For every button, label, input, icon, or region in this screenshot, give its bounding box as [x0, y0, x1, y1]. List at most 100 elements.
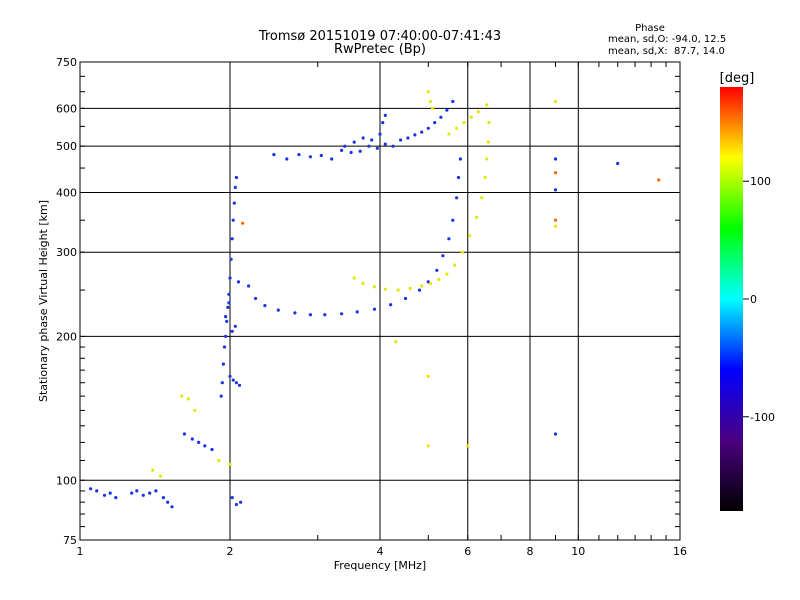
- data-point-O: [234, 381, 238, 385]
- data-point-O: [210, 447, 214, 452]
- data-point-X: [420, 284, 424, 288]
- data-point-X: [485, 103, 489, 107]
- y-tick-label: 75: [63, 534, 77, 547]
- data-point-O: [323, 313, 327, 317]
- data-point-X: [455, 126, 459, 130]
- data-point-O: [230, 329, 234, 333]
- data-point-O: [455, 196, 459, 200]
- data-point-O: [553, 188, 558, 192]
- data-point-O: [227, 301, 231, 305]
- data-point-X: [466, 444, 470, 448]
- data-point-O: [406, 136, 410, 140]
- data-point-O: [370, 138, 374, 142]
- data-point-X: [151, 468, 155, 472]
- data-point-O: [378, 132, 382, 136]
- data-point-other: [241, 221, 245, 225]
- data-point-X: [485, 157, 489, 161]
- data-point-X: [361, 281, 365, 286]
- data-point-X: [352, 276, 356, 280]
- data-point-O: [553, 432, 558, 436]
- data-point-O: [361, 136, 365, 140]
- data-point-O: [226, 305, 230, 309]
- data-point-X: [394, 340, 398, 344]
- data-point-X: [228, 462, 232, 466]
- data-point-O: [253, 296, 258, 301]
- data-point-X: [158, 474, 162, 478]
- data-point-O: [227, 292, 231, 296]
- data-point-O: [343, 144, 347, 148]
- data-point-O: [233, 185, 237, 189]
- data-point-O: [447, 237, 451, 241]
- data-point-O: [383, 142, 387, 146]
- data-point-O: [224, 334, 228, 338]
- data-point-X: [475, 215, 479, 219]
- data-point-O: [234, 502, 238, 507]
- x-tick-label: 4: [377, 545, 384, 558]
- data-point-O: [413, 133, 417, 137]
- data-point-O: [456, 175, 461, 180]
- y-axis-label: Stationary phase Virtual Height [km]: [37, 200, 50, 402]
- data-point-O: [308, 155, 312, 159]
- data-point-O: [458, 157, 462, 161]
- data-point-O: [417, 288, 422, 292]
- colorbar-ticks: 100 0 -100: [743, 175, 775, 424]
- data-point-O: [141, 493, 145, 497]
- data-point-O: [276, 308, 280, 312]
- data-point-O: [272, 153, 276, 157]
- data-point-X: [447, 132, 451, 136]
- data-point-X: [426, 90, 430, 94]
- data-point-O: [166, 500, 170, 504]
- data-point-O: [451, 99, 455, 104]
- data-point-O: [234, 175, 238, 180]
- data-point-O: [237, 383, 242, 387]
- y-tick-label: 100: [56, 474, 77, 487]
- data-point-X: [553, 99, 558, 104]
- data-point-X: [437, 277, 441, 282]
- data-point-O: [420, 130, 424, 134]
- data-point-O: [391, 144, 395, 148]
- data-point-O: [231, 218, 235, 222]
- data-point-O: [219, 394, 223, 398]
- data-point-O: [367, 144, 371, 148]
- chart-subtitle: RwPretec (Bp): [334, 42, 426, 57]
- data-point-O: [239, 500, 243, 504]
- data-point-O: [319, 153, 323, 158]
- data-point-X: [383, 287, 387, 291]
- data-point-O: [403, 296, 408, 301]
- data-point-O: [375, 146, 379, 150]
- colorbar-label: [deg]: [720, 71, 755, 86]
- data-point-O: [197, 440, 201, 444]
- data-point-O: [445, 108, 449, 112]
- x-tick-label: 2: [227, 545, 234, 558]
- y-tick-label: 300: [56, 246, 77, 259]
- data-point-O: [224, 315, 228, 319]
- data-point-X: [453, 263, 457, 267]
- data-point-O: [231, 378, 235, 382]
- data-point-O: [389, 303, 393, 307]
- phase-heading: Phase: [635, 23, 665, 34]
- data-point-O: [221, 362, 225, 366]
- data-point-O: [433, 121, 437, 125]
- data-point-O: [225, 319, 229, 323]
- chart-title: Tromsø 20151019 07:40:00-07:41:43: [258, 29, 501, 44]
- data-point-X: [217, 458, 221, 463]
- phase-line-o: mean, sd,O: -94.0, 12.5: [608, 34, 726, 45]
- data-point-O: [263, 304, 267, 308]
- data-point-O: [148, 491, 152, 495]
- data-point-X: [428, 281, 432, 286]
- data-point-O: [220, 381, 224, 385]
- data-point-X: [426, 374, 430, 378]
- data-points: [89, 90, 661, 509]
- data-point-O: [230, 496, 234, 500]
- data-point-O: [114, 496, 118, 500]
- x-tick-label: 8: [527, 545, 534, 558]
- data-point-X: [396, 288, 400, 292]
- data-point-X: [193, 408, 197, 412]
- y-tick-label: 750: [56, 56, 77, 69]
- data-point-X: [372, 285, 377, 289]
- data-point-X: [426, 444, 430, 448]
- data-point-O: [352, 140, 356, 144]
- data-point-O: [349, 150, 353, 155]
- data-point-other: [553, 218, 558, 222]
